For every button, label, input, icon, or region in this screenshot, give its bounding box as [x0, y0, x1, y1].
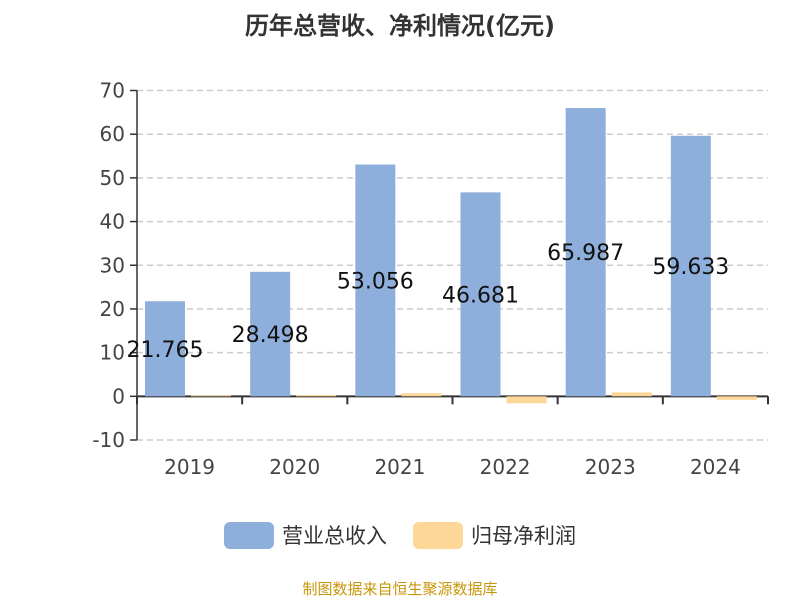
- bar-net-profit: [191, 395, 231, 397]
- chart-title: 历年总营收、净利情况(亿元): [245, 12, 555, 40]
- y-tick-label: 40: [100, 210, 125, 234]
- source-note: 制图数据来自恒生聚源数据库: [302, 580, 498, 598]
- x-tick-label: 2024: [690, 455, 741, 479]
- bar-net-profit: [716, 396, 757, 400]
- bar-revenue: [145, 301, 185, 397]
- y-tick-label: 70: [100, 79, 125, 103]
- data-label: 46.681: [442, 283, 519, 308]
- data-label: 21.765: [127, 338, 204, 363]
- bar-net-profit: [506, 396, 547, 404]
- legend-label: 营业总收入: [282, 524, 387, 548]
- y-tick-label: 50: [100, 166, 125, 190]
- y-tick-label: 10: [100, 341, 125, 365]
- x-tick-label: 2022: [480, 455, 531, 479]
- legend-item-revenue[interactable]: 营业总收入: [224, 520, 387, 550]
- legend-label: 归母净利润: [471, 524, 576, 548]
- legend-swatch: [413, 521, 463, 549]
- y-tick-label: 60: [100, 122, 125, 146]
- x-tick-label: 2019: [164, 455, 215, 479]
- bar-net-profit: [401, 393, 442, 397]
- legend-swatch: [224, 521, 274, 549]
- x-tick-label: 2021: [374, 455, 425, 479]
- y-tick-label: -10: [92, 428, 125, 452]
- bar-revenue: [670, 135, 711, 397]
- x-tick-label: 2023: [585, 455, 636, 479]
- bar-revenue: [250, 271, 291, 397]
- legend: 营业总收入 归母净利润: [0, 520, 800, 550]
- bar-revenue: [565, 108, 606, 397]
- data-label: 53.056: [337, 269, 414, 294]
- y-tick-label: 30: [100, 253, 125, 277]
- x-tick-label: 2020: [269, 455, 320, 479]
- bar-revenue: [460, 192, 501, 397]
- y-tick-label: 0: [112, 384, 125, 408]
- data-label: 65.987: [547, 241, 624, 266]
- legend-item-net-profit[interactable]: 归母净利润: [413, 520, 576, 550]
- y-tick-label: 20: [100, 297, 125, 321]
- bar-net-profit: [611, 392, 652, 397]
- bar-revenue: [355, 164, 396, 397]
- bar-net-profit: [296, 395, 337, 397]
- data-label: 28.498: [232, 323, 309, 348]
- data-label: 59.633: [652, 255, 729, 280]
